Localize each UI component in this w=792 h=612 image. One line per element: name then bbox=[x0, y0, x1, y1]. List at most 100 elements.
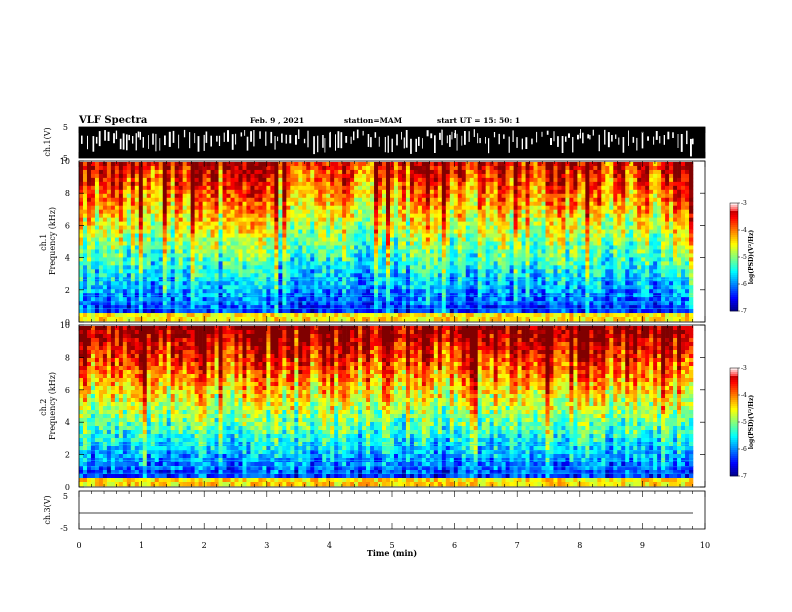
ch1-spectrogram-cell bbox=[338, 261, 343, 266]
ch1-spectrogram-cell bbox=[625, 273, 630, 278]
ch1-spectrogram-cell bbox=[549, 241, 554, 246]
ch1-spectrogram-cell bbox=[326, 165, 331, 171]
ch1-spectrogram-cell bbox=[525, 189, 530, 195]
ch1-spectrogram-cell bbox=[497, 169, 502, 175]
ch1-spectrogram-cell bbox=[477, 281, 482, 286]
ch1-spectrogram-cell bbox=[565, 217, 570, 222]
ch1-spectrogram-cell bbox=[649, 205, 654, 210]
ch1-spectrogram-cell bbox=[122, 273, 128, 278]
ch1-spectrogram-cell bbox=[593, 273, 598, 278]
ch1-spectrogram-cell bbox=[378, 209, 383, 214]
ch1-spectrogram-cell bbox=[465, 213, 471, 218]
ch1-spectrogram-cell bbox=[409, 281, 415, 286]
ch1-spectrogram-cell bbox=[665, 257, 670, 262]
ch1-spectrogram-cell bbox=[525, 209, 530, 214]
ch1-spectrogram-cell bbox=[346, 245, 351, 250]
ch1-spectrogram-cell bbox=[613, 249, 618, 254]
ch1-spectrogram-cell bbox=[457, 257, 463, 262]
ch1-spectrogram-cell bbox=[641, 173, 646, 179]
ch1-spectrogram-cell bbox=[298, 197, 303, 203]
ch1-spectrogram-cell bbox=[294, 233, 299, 238]
ch1-spectrogram-cell bbox=[553, 253, 558, 258]
ch1-spectrogram-cell bbox=[585, 177, 590, 183]
ch1-spectrogram-cell bbox=[110, 265, 116, 270]
ch1-spectrogram-cell bbox=[645, 181, 650, 187]
ch1-spectrogram-cell bbox=[354, 181, 359, 187]
ch1-spectrogram-cell bbox=[437, 241, 443, 246]
ch1-spectrogram-cell bbox=[457, 201, 463, 207]
ch1-spectrogram-cell bbox=[521, 201, 526, 207]
ch1-spectrogram-cell bbox=[194, 217, 199, 222]
ch1-spectrogram-cell bbox=[106, 281, 112, 286]
ch1-spectrogram-cell bbox=[374, 193, 379, 199]
ch1-spectrogram-cell bbox=[449, 253, 455, 258]
ch1-spectrogram-cell bbox=[102, 197, 108, 203]
ch1-spectrogram-cell bbox=[425, 273, 431, 278]
ch1-spectrogram-cell bbox=[557, 165, 562, 171]
ch1-spectrogram-cell bbox=[122, 225, 128, 230]
ch1-spectrogram-cell bbox=[346, 217, 351, 222]
ch1-spectrogram-cell bbox=[314, 229, 319, 234]
ch1-spectrogram-cell bbox=[405, 162, 411, 167]
ch1-spectrogram-cell bbox=[529, 165, 534, 171]
ch1-spectrogram-cell bbox=[421, 205, 427, 210]
ch1-spectrogram-cell bbox=[194, 193, 199, 199]
ch1-spectrogram-cell bbox=[178, 237, 183, 242]
ch1-spectrogram-cell bbox=[557, 241, 562, 246]
ch1-spectrogram-cell bbox=[625, 177, 630, 183]
ch1-spectrogram-cell bbox=[202, 237, 207, 242]
ch1-spectrogram-cell bbox=[214, 217, 219, 222]
ch1-spectrogram-cell bbox=[573, 241, 578, 246]
ch1-spectrogram-cell bbox=[170, 213, 175, 218]
ch1-spectrogram-cell bbox=[409, 265, 415, 270]
ch1-spectrogram-cell bbox=[306, 285, 311, 290]
ch1-spectrogram-cell bbox=[334, 253, 339, 258]
ch1-spectrogram-cell bbox=[581, 261, 586, 266]
ch1-spectrogram-cell bbox=[354, 237, 359, 242]
ch1-spectrogram-cell bbox=[453, 245, 459, 250]
ch1-spectrogram-cell bbox=[122, 217, 128, 222]
ch1-spectrogram-cell bbox=[657, 185, 662, 191]
ch1-spectrogram-cell bbox=[553, 201, 558, 207]
ch1-spectrogram-cell bbox=[673, 201, 678, 207]
ch1-spectrogram-cell bbox=[378, 177, 383, 183]
ch1-spectrogram-cell bbox=[230, 193, 235, 199]
ch1-spectrogram-cell bbox=[234, 245, 239, 250]
ch1-spectrogram-cell bbox=[178, 253, 183, 258]
ch1-spectrogram-cell bbox=[282, 245, 287, 250]
ch1-waveform-gap bbox=[277, 136, 279, 142]
ch1-spectrogram-cell bbox=[573, 189, 578, 195]
ch1-spectrogram-cell bbox=[366, 209, 371, 214]
ch1-spectrogram-cell bbox=[98, 269, 104, 274]
ch1-spectrogram-cell bbox=[453, 273, 459, 278]
ch1-spectrogram-cell bbox=[194, 181, 199, 187]
ch1-spectrogram-cell bbox=[358, 225, 363, 230]
ch1-spectrogram-cell bbox=[90, 233, 96, 238]
ch1-spectrogram-cell bbox=[254, 245, 259, 250]
ch1-spectrogram-cell bbox=[210, 221, 215, 226]
ch1-spectrogram-cell bbox=[258, 209, 263, 214]
ch1-spectrogram-cell bbox=[533, 265, 538, 270]
ch1-spectrogram-cell bbox=[561, 221, 566, 226]
ch1-spectrogram-cell bbox=[477, 162, 482, 167]
ch1-spectrogram-cell bbox=[397, 257, 403, 262]
ch1-spectrogram-cell bbox=[98, 253, 104, 258]
ch1-spectrogram-cell bbox=[298, 185, 303, 191]
ch1-spectrogram-cell bbox=[162, 261, 168, 266]
ch1-spectrogram-cell bbox=[146, 205, 152, 210]
ch1-spectrogram-cell bbox=[218, 249, 223, 254]
ch1-spectrogram-cell bbox=[489, 265, 494, 270]
ch1-spectrogram-cell bbox=[561, 233, 566, 238]
ch1-spectrogram-cell bbox=[685, 225, 690, 230]
ch1-spectrogram-cell bbox=[425, 245, 431, 250]
ch1-spectrogram-cell bbox=[158, 185, 164, 191]
ch1-spectrogram-cell bbox=[445, 253, 451, 258]
ch1-spectrogram-cell bbox=[90, 209, 96, 214]
ch1-spectrogram-cell bbox=[633, 209, 638, 214]
ch1-spectrogram-cell bbox=[525, 265, 530, 270]
ch1-spectrogram-cell bbox=[429, 165, 435, 171]
ch1-spectrogram-cell bbox=[629, 201, 634, 207]
ch1-spectrogram-cell bbox=[286, 173, 291, 179]
ch1-spectrogram-cell bbox=[362, 213, 367, 218]
ch1-spectrogram-cell bbox=[445, 213, 451, 218]
